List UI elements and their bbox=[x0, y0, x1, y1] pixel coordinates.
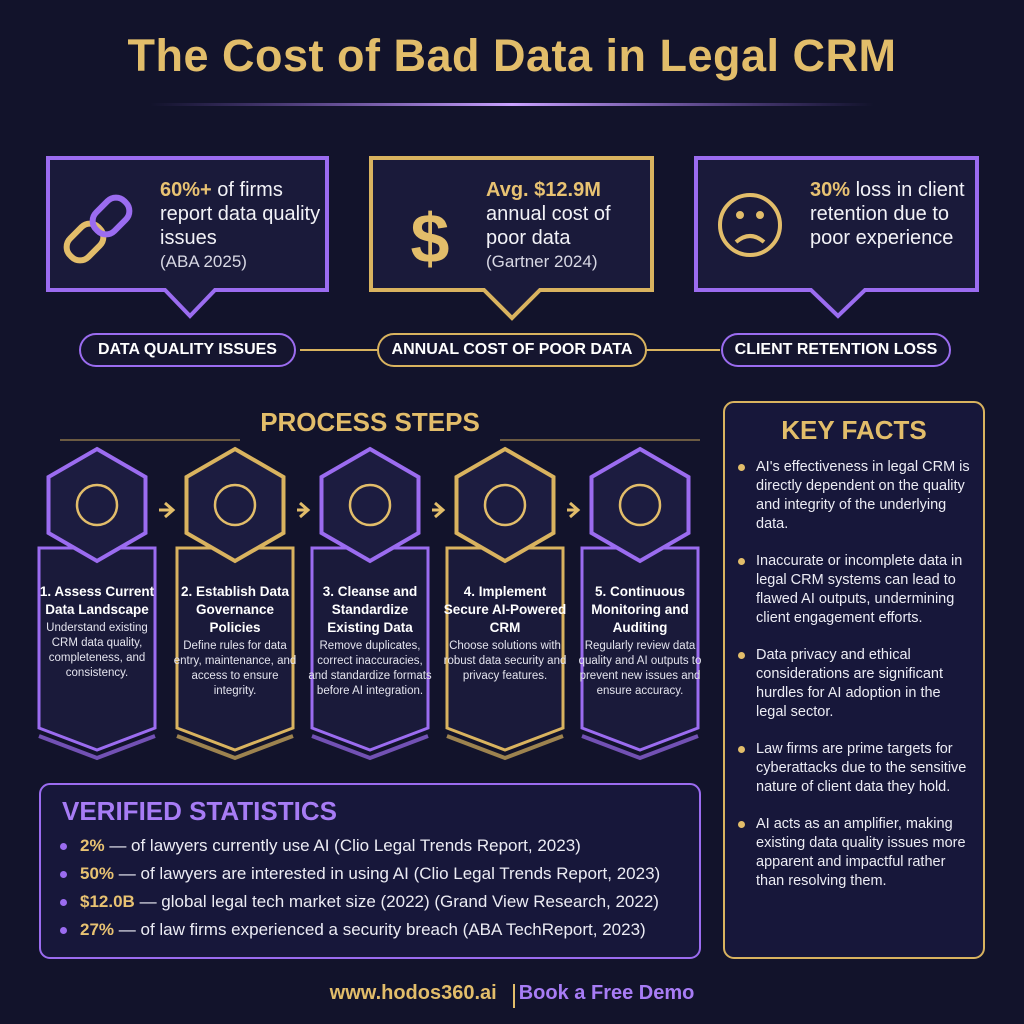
step-description: Regularly review data quality and AI out… bbox=[578, 640, 702, 697]
step-base bbox=[176, 734, 294, 761]
step: 2. Establish Data Governance Policies Def… bbox=[173, 583, 297, 699]
stats-list: 2% — of lawyers currently use AI (Clio L… bbox=[58, 832, 698, 944]
stat-text: — of lawyers are interested in using AI … bbox=[118, 864, 661, 883]
step-icon bbox=[75, 483, 119, 527]
card-body: annual cost of poor data bbox=[486, 203, 611, 249]
pill bbox=[721, 333, 951, 367]
card-source: (Gartner 2024) bbox=[486, 252, 598, 271]
stat-text: — of lawyers currently use AI (Clio Lega… bbox=[109, 836, 581, 855]
fact: AI's effectiveness in legal CRM is direc… bbox=[736, 458, 972, 534]
card-highlight: 60%+ bbox=[160, 179, 212, 201]
step-arrow bbox=[567, 501, 581, 519]
title-glow bbox=[150, 103, 874, 106]
fact: Data privacy and ethical considerations … bbox=[736, 646, 972, 722]
step-title: 1. Assess Current Data Landscape bbox=[39, 584, 155, 617]
step: 4. Implement Secure AI-Powered CRM Choose… bbox=[443, 583, 567, 684]
stat-text: — of law firms experienced a security br… bbox=[118, 920, 646, 939]
card-highlight: 30% bbox=[810, 179, 851, 201]
step-hexagon bbox=[319, 446, 421, 564]
step-title: 3. Cleanse and Standardize Existing Data bbox=[322, 584, 418, 635]
card-text: 30% loss in client retention due to poor… bbox=[810, 178, 970, 250]
step-description: Understand existing CRM data quality, co… bbox=[46, 622, 148, 679]
statistic: 27% — of law firms experienced a securit… bbox=[58, 916, 698, 944]
step-base bbox=[446, 734, 564, 761]
facts-list: AI's effectiveness in legal CRM is direc… bbox=[736, 458, 972, 909]
step-hexagon bbox=[184, 446, 286, 564]
step-description: Remove duplicates, correct inaccuracies,… bbox=[308, 640, 432, 697]
footer: www.hodos360.ai Book a Free Demo bbox=[0, 982, 1024, 1005]
step-title: 2. Establish Data Governance Policies bbox=[180, 584, 290, 635]
step-description: Choose solutions with robust data securi… bbox=[443, 640, 567, 682]
step-hexagon bbox=[46, 446, 148, 564]
step-body bbox=[175, 546, 295, 752]
card-body: loss in client retention due to poor exp… bbox=[810, 179, 965, 249]
card-text: 60%+ of firms report data quality issues… bbox=[160, 178, 325, 274]
card-source: (ABA 2025) bbox=[160, 252, 247, 271]
step-arrow bbox=[432, 501, 446, 519]
step-hexagon bbox=[589, 446, 691, 564]
step-hexagon bbox=[454, 446, 556, 564]
facts-title: KEY FACTS bbox=[781, 415, 927, 445]
sad-icon bbox=[718, 193, 782, 257]
step-icon bbox=[618, 483, 662, 527]
stat-figure: 2% bbox=[80, 836, 105, 855]
step-body bbox=[37, 546, 157, 752]
card-highlight: Avg. $12.9M bbox=[486, 179, 601, 201]
step-base bbox=[38, 734, 156, 761]
step-arrow bbox=[159, 501, 176, 519]
step-body bbox=[580, 546, 700, 752]
title: The Cost of Bad Data in Legal CRM bbox=[127, 30, 897, 81]
step-title: 4. Implement Secure AI-Powered CRM bbox=[443, 584, 567, 635]
fact: AI acts as an amplifier, making existing… bbox=[736, 815, 972, 891]
pill bbox=[377, 333, 647, 367]
card-label: CLIENT RETENTION LOSS bbox=[734, 341, 938, 358]
facts-box bbox=[723, 401, 985, 959]
card-label: ANNUAL COST OF POOR DATA bbox=[391, 341, 633, 358]
process-title: PROCESS STEPS bbox=[260, 407, 480, 437]
cta[interactable]: Book a Free Demo bbox=[518, 982, 695, 1004]
step-base bbox=[311, 734, 429, 761]
card-text: Avg. $12.9M annual cost of poor data (Ga… bbox=[486, 178, 646, 274]
website: www.hodos360.ai bbox=[329, 982, 497, 1004]
card-label: DATA QUALITY ISSUES bbox=[98, 341, 277, 358]
step-body bbox=[310, 546, 430, 752]
stat-text: — global legal tech market size (2022) (… bbox=[139, 892, 659, 911]
statistic: 2% — of lawyers currently use AI (Clio L… bbox=[58, 832, 698, 860]
step-body bbox=[445, 546, 565, 752]
link-icon bbox=[63, 194, 133, 264]
step-description: Define rules for data entry, maintenance… bbox=[173, 640, 297, 697]
card-frame bbox=[369, 156, 654, 321]
statistic: 50% — of lawyers are interested in using… bbox=[58, 860, 698, 888]
step: 1. Assess Current Data Landscape Understa… bbox=[35, 583, 159, 681]
step-icon bbox=[483, 483, 527, 527]
step-arrow bbox=[297, 501, 311, 519]
step-icon bbox=[348, 483, 392, 527]
step-base bbox=[581, 734, 699, 761]
fact: Inaccurate or incomplete data in legal C… bbox=[736, 552, 972, 628]
statistic: $12.0B — global legal tech market size (… bbox=[58, 888, 698, 916]
dollar-icon: $ bbox=[411, 199, 450, 277]
step-icon bbox=[213, 483, 257, 527]
step: 3. Cleanse and Standardize Existing Data… bbox=[308, 583, 432, 699]
stats-title: VERIFIED STATISTICS bbox=[62, 796, 337, 826]
step-title: 5. Continuous Monitoring and Auditing bbox=[591, 584, 689, 635]
card-body: of firms report data quality issues bbox=[160, 179, 321, 249]
pill bbox=[79, 333, 296, 367]
stat-figure: 50% bbox=[80, 864, 115, 883]
stats-box bbox=[39, 783, 701, 959]
stat-figure: $12.0B bbox=[80, 892, 135, 911]
stat-figure: 27% bbox=[80, 920, 115, 939]
fact: Law firms are prime targets for cyberatt… bbox=[736, 740, 972, 797]
step: 5. Continuous Monitoring and Auditing Reg… bbox=[578, 583, 702, 699]
